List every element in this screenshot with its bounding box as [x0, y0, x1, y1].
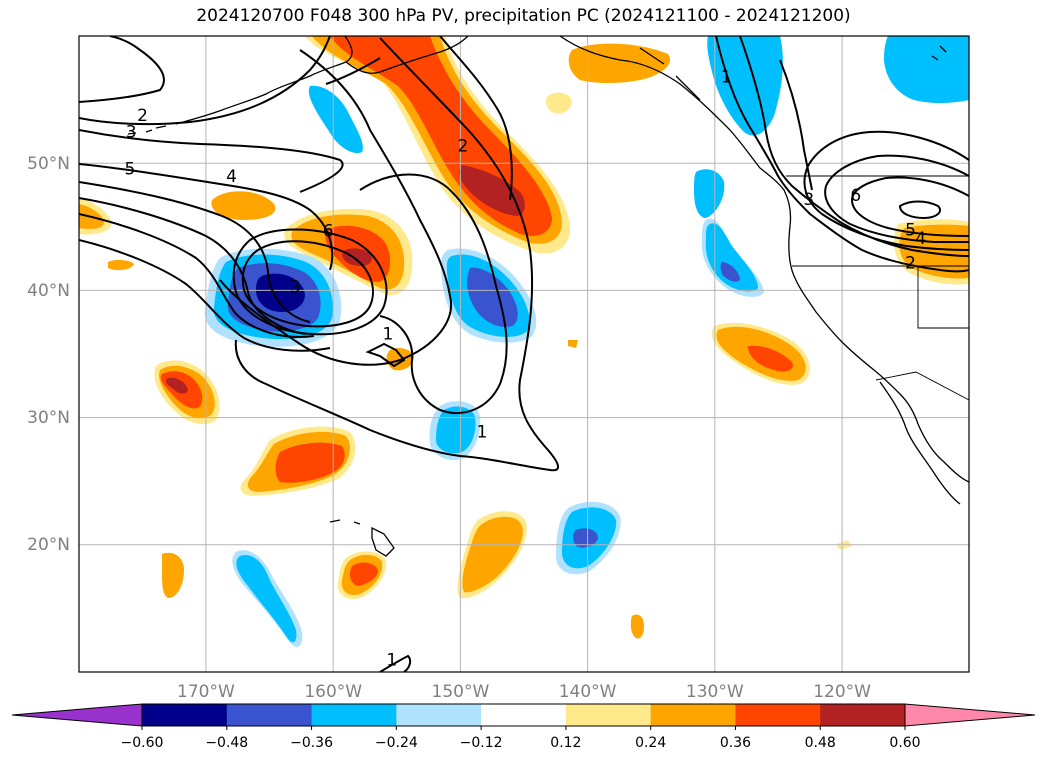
colorbar-tick-label: −0.48: [205, 735, 248, 751]
pv-contour-label: 1: [477, 423, 488, 443]
lat-tick-label: 40°N: [27, 281, 70, 301]
gridlines: [79, 36, 969, 672]
colorbar-tick-label: 0.12: [550, 735, 581, 751]
pv-contour-label: 4: [915, 229, 926, 249]
colorbar-segment: [820, 704, 906, 726]
map-frame: [78, 35, 970, 673]
chart-title: 2024120700 F048 300 hPa PV, precipitatio…: [196, 6, 851, 26]
lat-tick-label: 30°N: [27, 408, 70, 428]
colorbar-segment: [142, 704, 228, 726]
colorbar: [11, 703, 1036, 727]
colorbar-segment: [396, 704, 482, 726]
colorbar-tick-label: −0.36: [290, 735, 333, 751]
negative-anomaly-region: [720, 262, 740, 282]
pv-contours: [79, 36, 969, 672]
colorbar-segment: [226, 704, 313, 726]
negative-anomaly-region: [707, 36, 783, 136]
positive-anomaly-region: [275, 442, 345, 483]
pv-contour-label: 5: [905, 220, 916, 240]
positive-anomaly-region: [899, 224, 969, 279]
pv-contour-label: 2: [905, 253, 916, 273]
pv-contour-label: 4: [226, 167, 237, 187]
colorbar-segment: [650, 704, 736, 726]
precip-shading: [79, 36, 969, 647]
positive-anomaly-region: [459, 165, 525, 216]
lat-axis-labels: 50°N 40°N 30°N 20°N: [27, 154, 70, 555]
colorbar-segment: [481, 704, 567, 726]
lon-tick-label: 150°W: [432, 682, 490, 702]
negative-anomaly-region: [436, 406, 476, 454]
positive-anomaly-region: [630, 614, 644, 639]
negative-anomaly-region: [694, 169, 725, 218]
lon-tick-label: 140°W: [559, 682, 617, 702]
negative-anomaly-region: [236, 554, 297, 643]
pv-contour-label: 2: [458, 136, 469, 156]
positive-anomaly-region: [108, 259, 134, 271]
colorbar-tick-label: 0.24: [635, 735, 666, 751]
pv-contour-label: 3: [290, 278, 301, 298]
pv-contour-label: 1: [383, 325, 394, 345]
colorbar-tick-label: 0.48: [805, 735, 836, 751]
lat-tick-label: 50°N: [27, 154, 70, 174]
colorbar-tick-label: −0.12: [460, 735, 503, 751]
negative-anomaly-region: [467, 267, 518, 328]
lon-tick-label: 170°W: [177, 682, 235, 702]
coastlines: [127, 36, 969, 557]
positive-anomaly-region: [545, 92, 572, 114]
negative-anomaly-region: [308, 85, 363, 154]
pv-contour-label: 1: [721, 68, 732, 88]
colorbar-segment: [565, 704, 652, 726]
colorbar-extend-max: [904, 703, 1036, 727]
positive-anomaly-region: [342, 248, 372, 266]
pv-contour-label: 6: [850, 186, 861, 206]
colorbar-extend-min: [11, 703, 143, 727]
colorbar-tick-label: −0.60: [121, 735, 164, 751]
colorbar-tick-label: 0.60: [889, 735, 920, 751]
lon-axis-labels: 170°W 160°W 150°W 140°W 130°W 120°W: [177, 682, 871, 702]
negative-anomaly-region: [573, 528, 598, 548]
pv-contour-label: 1: [386, 650, 397, 670]
colorbar-tick-label: −0.24: [375, 735, 418, 751]
positive-anomaly-region: [162, 552, 184, 598]
lat-tick-label: 20°N: [27, 535, 70, 555]
lon-tick-label: 120°W: [813, 682, 871, 702]
positive-anomaly-region: [165, 377, 188, 394]
pv-contour-label: 3: [126, 122, 137, 142]
pv-contour-label: 3: [803, 190, 814, 210]
lon-tick-label: 160°W: [304, 682, 362, 702]
lon-tick-label: 130°W: [686, 682, 744, 702]
colorbar-tick-label: 0.36: [720, 735, 751, 751]
negative-anomaly-region: [256, 273, 305, 312]
colorbar-segment: [311, 704, 397, 726]
pv-contour-label: 6: [323, 222, 334, 242]
colorbar-frame: [141, 703, 906, 727]
negative-anomaly-region: [705, 223, 758, 292]
colorbar-tick-labels: −0.60 −0.48 −0.36 −0.24 −0.12 0.12 0.24 0.36 0.4…: [121, 726, 921, 751]
pv-contour-label: 2: [137, 106, 148, 126]
negative-anomaly-region: [884, 36, 969, 103]
positive-anomaly-region: [211, 191, 276, 220]
positive-anomaly-region: [462, 516, 523, 593]
positive-anomaly-region: [350, 562, 378, 586]
positive-anomaly-region: [568, 340, 578, 348]
positive-anomaly-region: [748, 345, 793, 372]
colorbar-segment: [735, 704, 821, 726]
pv-contour-label: 5: [124, 159, 135, 179]
